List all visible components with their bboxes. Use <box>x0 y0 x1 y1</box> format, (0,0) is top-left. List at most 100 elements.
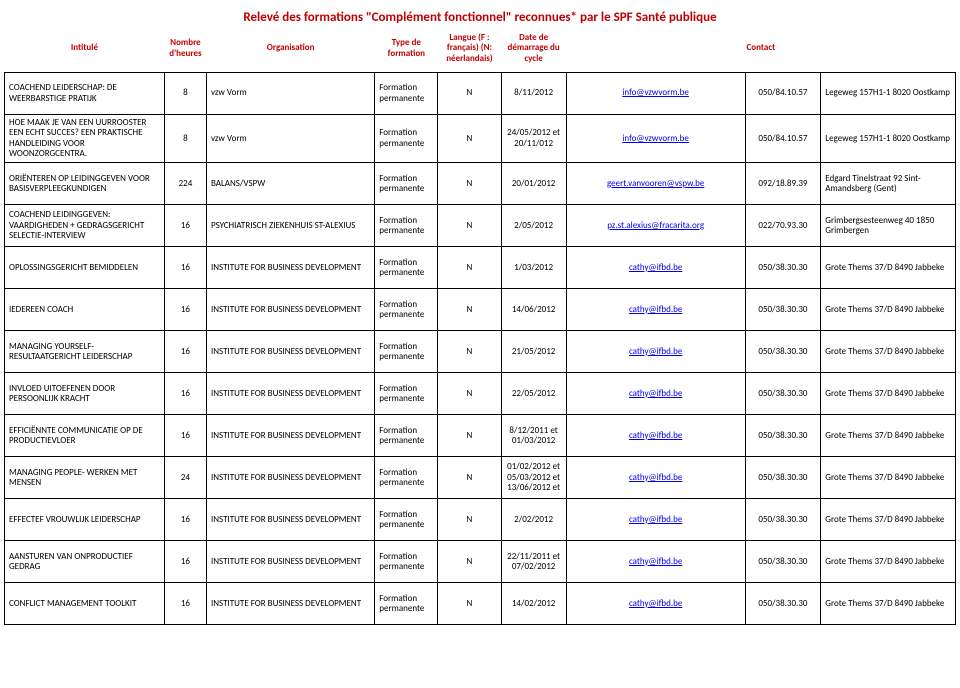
cell-org: vzw Vorm <box>206 115 374 163</box>
cell-date: 21/05/2012 <box>501 331 566 373</box>
cell-lang: N <box>438 205 501 247</box>
cell-date: 14/06/2012 <box>501 289 566 331</box>
cell-heures: 16 <box>164 499 206 541</box>
cell-email: cathy@ifbd.be <box>566 583 745 625</box>
email-link[interactable]: cathy@ifbd.be <box>629 430 682 441</box>
cell-type: Formation permanente <box>375 289 438 331</box>
cell-heures: 24 <box>164 457 206 499</box>
cell-lang: N <box>438 163 501 205</box>
cell-addr: Legeweg 157H1-1 8020 Oostkamp <box>821 73 956 115</box>
email-link[interactable]: cathy@ifbd.be <box>629 304 682 315</box>
table-row: ORIËNTEREN OP LEIDINGGEVEN VOOR BASISVER… <box>5 163 956 205</box>
cell-type: Formation permanente <box>375 373 438 415</box>
cell-addr: Grote Thems 37/D 8490 Jabbeke <box>821 373 956 415</box>
cell-intitule: MANAGING YOURSELF-RESULTAATGERICHT LEIDE… <box>5 331 165 373</box>
cell-type: Formation permanente <box>375 583 438 625</box>
cell-org: INSTITUTE FOR BUSINESS DEVELOPMENT <box>206 583 374 625</box>
cell-intitule: OPLOSSINGSGERICHT BEMIDDELEN <box>5 247 165 289</box>
cell-org: INSTITUTE FOR BUSINESS DEVELOPMENT <box>206 289 374 331</box>
cell-tel: 092/18.89.39 <box>745 163 821 205</box>
cell-heures: 16 <box>164 331 206 373</box>
table-row: OPLOSSINGSGERICHT BEMIDDELEN16INSTITUTE … <box>5 247 956 289</box>
cell-heures: 16 <box>164 205 206 247</box>
col-heures: Nombre d'heures <box>164 29 206 73</box>
table-row: MANAGING PEOPLE- WERKEN MET MENSEN24INST… <box>5 457 956 499</box>
cell-lang: N <box>438 73 501 115</box>
cell-type: Formation permanente <box>375 331 438 373</box>
cell-intitule: COACHEND LEIDERSCHAP: DE WEERBARSTIGE PR… <box>5 73 165 115</box>
cell-tel: 022/70.93.30 <box>745 205 821 247</box>
cell-email: info@vzwvorm.be <box>566 115 745 163</box>
cell-addr: Grote Thems 37/D 8490 Jabbeke <box>821 583 956 625</box>
cell-email: cathy@ifbd.be <box>566 457 745 499</box>
email-link[interactable]: cathy@ifbd.be <box>629 598 682 609</box>
cell-date: 2/05/2012 <box>501 205 566 247</box>
cell-date: 24/05/2012 et 20/11/012 <box>501 115 566 163</box>
page-title: Relevé des formations "Complément foncti… <box>4 4 956 29</box>
cell-addr: Grote Thems 37/D 8490 Jabbeke <box>821 289 956 331</box>
cell-heures: 16 <box>164 583 206 625</box>
cell-org: INSTITUTE FOR BUSINESS DEVELOPMENT <box>206 415 374 457</box>
email-link[interactable]: cathy@ifbd.be <box>629 262 682 273</box>
email-link[interactable]: cathy@ifbd.be <box>629 346 682 357</box>
cell-addr: Grote Thems 37/D 8490 Jabbeke <box>821 457 956 499</box>
cell-type: Formation permanente <box>375 205 438 247</box>
cell-heures: 8 <box>164 73 206 115</box>
cell-intitule: IEDEREEN COACH <box>5 289 165 331</box>
cell-tel: 050/38.30.30 <box>745 373 821 415</box>
cell-addr: Edgard Tinelstraat 92 Sint-Amandsberg (G… <box>821 163 956 205</box>
cell-addr: Grote Thems 37/D 8490 Jabbeke <box>821 247 956 289</box>
cell-type: Formation permanente <box>375 499 438 541</box>
cell-intitule: ORIËNTEREN OP LEIDINGGEVEN VOOR BASISVER… <box>5 163 165 205</box>
cell-heures: 16 <box>164 289 206 331</box>
table-body: COACHEND LEIDERSCHAP: DE WEERBARSTIGE PR… <box>5 73 956 625</box>
table-row: HOE MAAK JE VAN EEN UURROOSTER EEN ECHT … <box>5 115 956 163</box>
cell-heures: 16 <box>164 247 206 289</box>
cell-email: cathy@ifbd.be <box>566 331 745 373</box>
cell-org: PSYCHIATRISCH ZIEKENHUIS ST-ALEXIUS <box>206 205 374 247</box>
cell-intitule: MANAGING PEOPLE- WERKEN MET MENSEN <box>5 457 165 499</box>
cell-lang: N <box>438 583 501 625</box>
cell-date: 1/03/2012 <box>501 247 566 289</box>
col-type: Type de formation <box>375 29 438 73</box>
col-org: Organisation <box>206 29 374 73</box>
email-link[interactable]: pz.st.alexius@fracarita.org <box>607 220 704 231</box>
cell-addr: Legeweg 157H1-1 8020 Oostkamp <box>821 115 956 163</box>
cell-tel: 050/38.30.30 <box>745 415 821 457</box>
cell-date: 14/02/2012 <box>501 583 566 625</box>
cell-tel: 050/84.10.57 <box>745 115 821 163</box>
cell-addr: Grimbergsesteenweg 40 1850 Grimbergen <box>821 205 956 247</box>
cell-lang: N <box>438 499 501 541</box>
cell-intitule: HOE MAAK JE VAN EEN UURROOSTER EEN ECHT … <box>5 115 165 163</box>
cell-tel: 050/38.30.30 <box>745 247 821 289</box>
email-link[interactable]: cathy@ifbd.be <box>629 472 682 483</box>
cell-lang: N <box>438 247 501 289</box>
cell-email: cathy@ifbd.be <box>566 247 745 289</box>
cell-date: 2/02/2012 <box>501 499 566 541</box>
cell-type: Formation permanente <box>375 415 438 457</box>
table-row: COACHEND LEIDINGGEVEN: VAARDIGHEDEN + GE… <box>5 205 956 247</box>
cell-date: 22/05/2012 <box>501 373 566 415</box>
cell-lang: N <box>438 457 501 499</box>
email-link[interactable]: info@vzwvorm.be <box>622 87 689 98</box>
email-link[interactable]: cathy@ifbd.be <box>629 388 682 399</box>
email-link[interactable]: cathy@ifbd.be <box>629 514 682 525</box>
cell-lang: N <box>438 373 501 415</box>
cell-addr: Grote Thems 37/D 8490 Jabbeke <box>821 541 956 583</box>
email-link[interactable]: cathy@ifbd.be <box>629 556 682 567</box>
cell-tel: 050/38.30.30 <box>745 583 821 625</box>
cell-intitule: EFFICIËNNTE COMMUNICATIE OP DE PRODUCTIE… <box>5 415 165 457</box>
cell-addr: Grote Thems 37/D 8490 Jabbeke <box>821 331 956 373</box>
cell-heures: 16 <box>164 415 206 457</box>
cell-date: 8/12/2011 et 01/03/2012 <box>501 415 566 457</box>
cell-email: info@vzwvorm.be <box>566 73 745 115</box>
cell-email: cathy@ifbd.be <box>566 415 745 457</box>
cell-email: cathy@ifbd.be <box>566 289 745 331</box>
email-link[interactable]: geert.vanvooren@vspw.be <box>607 178 704 189</box>
table-row: EFFECTEF VROUWLIJK LEIDERSCHAP16INSTITUT… <box>5 499 956 541</box>
cell-heures: 8 <box>164 115 206 163</box>
cell-org: vzw Vorm <box>206 73 374 115</box>
table-row: INVLOED UITOEFENEN DOOR PERSOONLIJK KRAC… <box>5 373 956 415</box>
cell-type: Formation permanente <box>375 541 438 583</box>
email-link[interactable]: info@vzwvorm.be <box>622 133 689 144</box>
